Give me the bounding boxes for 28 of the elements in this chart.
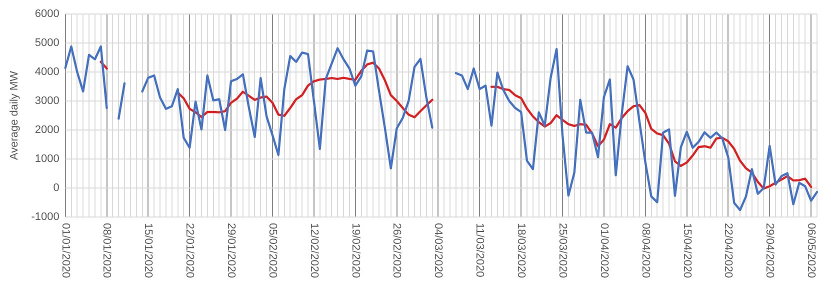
x-tick-label: 08/04/2020 (639, 223, 652, 278)
x-tick-label: 15/04/2020 (680, 223, 693, 278)
x-tick-label: 06/05/2020 (805, 223, 818, 278)
x-tick-label: 29/04/2020 (764, 223, 776, 278)
x-tick-label: 11/03/2020 (474, 223, 486, 278)
x-tick-label: 18/03/2020 (515, 223, 528, 278)
x-tick-label: 22/04/2020 (722, 223, 734, 278)
x-tick-label: 01/01/2020 (59, 223, 72, 278)
x-tick-label: 08/01/2020 (100, 223, 113, 278)
x-tick-label: 12/02/2020 (308, 223, 320, 278)
x-tick-label: 29/01/2020 (225, 223, 238, 278)
y-tick-label: 2000 (34, 124, 60, 136)
y-tick-label: 5000 (34, 37, 60, 50)
y-tick-label: 0 (53, 182, 60, 194)
y-tick-label: -1000 (31, 211, 60, 224)
y-tick-label: 6000 (34, 8, 60, 20)
x-tick-label: 05/02/2020 (266, 223, 278, 278)
x-tick-label: 22/01/2020 (184, 223, 196, 278)
x-tick-label: 19/02/2020 (349, 223, 362, 278)
x-tick-label: 25/03/2020 (556, 223, 568, 278)
x-tick-label: 15/01/2020 (142, 223, 154, 278)
x-tick-label: 26/02/2020 (390, 223, 403, 278)
y-tick-label: 4000 (34, 66, 60, 78)
y-axis-title: Average daily MW (8, 70, 21, 160)
y-tick-label: 1000 (34, 153, 60, 166)
x-tick-label: 04/03/2020 (432, 223, 444, 278)
x-tick-label: 01/04/2020 (598, 223, 610, 278)
y-tick-label: 3000 (34, 95, 60, 108)
